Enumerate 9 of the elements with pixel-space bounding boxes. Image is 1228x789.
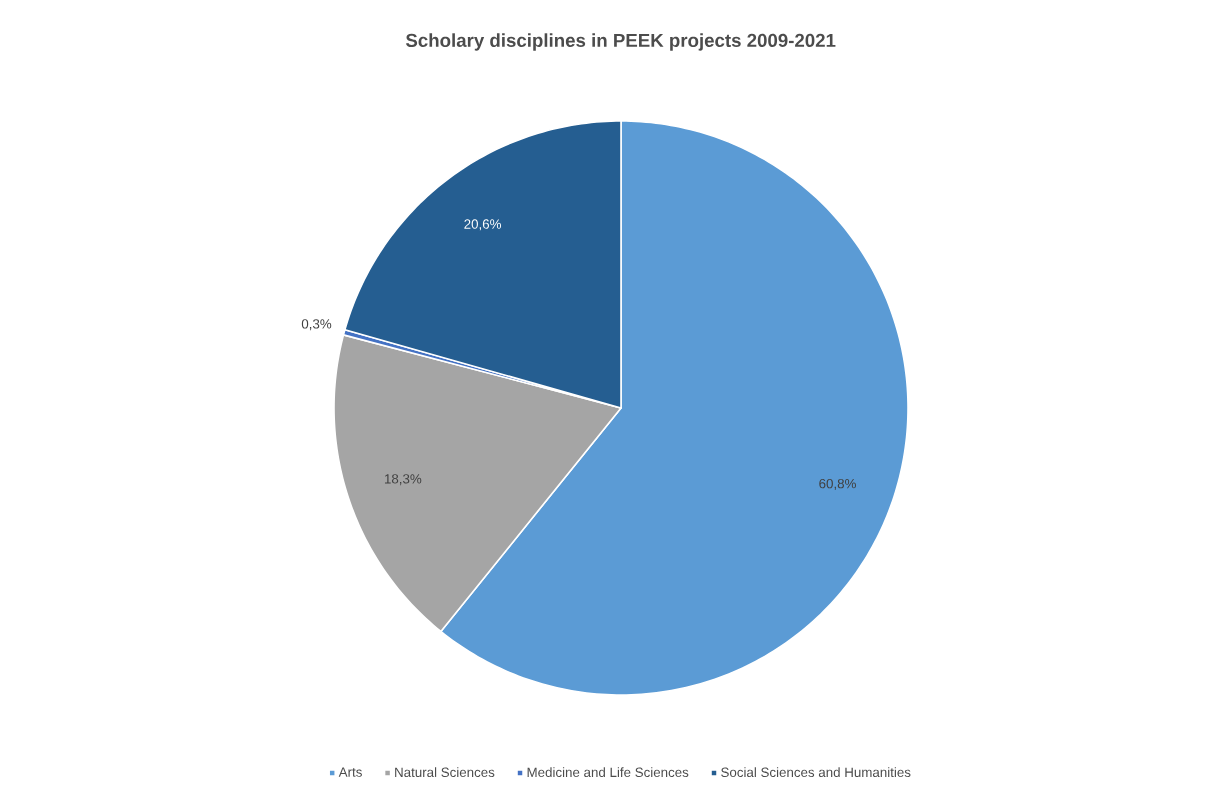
legend-label: Arts: [338, 767, 362, 777]
chart-title: Scholary disciplines in PEEK projects 2009-2021: [405, 33, 836, 51]
legend-label: Natural Sciences: [395, 767, 495, 778]
data-label: 18,3%: [384, 474, 422, 486]
data-label: 60,8%: [819, 478, 856, 490]
legend-label: Medicine and Life Sciences: [527, 767, 689, 778]
legend-label: Social Sciences and Humanities: [721, 767, 911, 778]
data-label: 0,3%: [301, 319, 332, 331]
data-label: 20,6%: [464, 219, 502, 231]
